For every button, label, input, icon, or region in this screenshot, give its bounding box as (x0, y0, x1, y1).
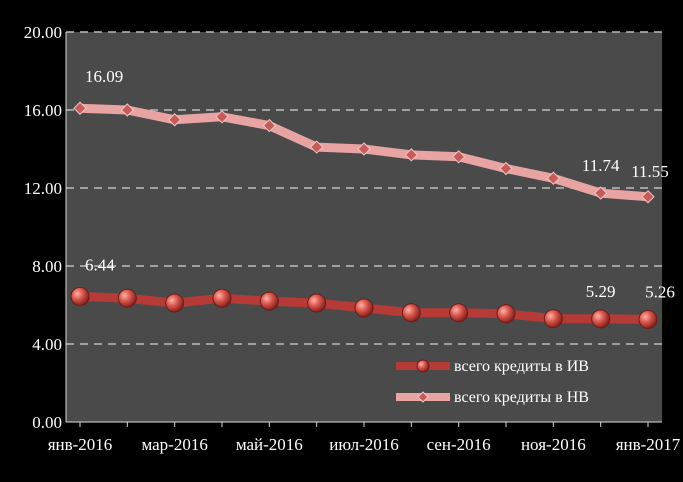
data-point (593, 186, 608, 200)
grid-lines (66, 31, 662, 345)
legend-swatch-marker (417, 391, 429, 403)
x-tick-label: ноя-2016 (521, 435, 586, 454)
y-tick-label: 8.00 (32, 257, 62, 276)
y-tick-label: 12.00 (24, 179, 62, 198)
data-label: 6.44 (85, 255, 115, 274)
y-tick-label: 4.00 (32, 335, 62, 354)
axes: 0.00 4.00 8.00 12.00 16.00 20.00 янв-2016 мар-2… (24, 23, 681, 454)
data-point (70, 286, 90, 306)
x-tick-label: июл-2016 (329, 435, 399, 454)
data-point (262, 118, 277, 133)
data-point (449, 303, 469, 323)
data-label: 11.74 (582, 156, 620, 175)
data-point (259, 291, 279, 311)
data-point (212, 288, 232, 308)
x-tick-label: мар-2016 (141, 435, 207, 454)
series (70, 101, 658, 329)
data-label: 11.55 (631, 162, 669, 181)
data-point (638, 309, 658, 329)
data-point (215, 110, 229, 124)
data-point (354, 298, 374, 318)
data-point (641, 190, 655, 204)
data-point (307, 293, 327, 313)
data-label: 16.09 (85, 67, 123, 86)
legend-label: всего кредиты в ИВ (454, 358, 589, 375)
data-point (404, 148, 419, 162)
y-tick-label: 0.00 (32, 413, 62, 432)
data-point (120, 103, 135, 117)
data-label: 5.29 (586, 282, 616, 301)
data-point (73, 101, 87, 115)
x-tick-label: май-2016 (236, 435, 303, 454)
data-point (165, 293, 185, 313)
legend-swatch-marker (416, 359, 430, 373)
data-point (309, 140, 324, 154)
x-tick-label: янв-2016 (48, 435, 113, 454)
data-label: 5.26 (645, 282, 675, 301)
legend-label: всего кредиты в НВ (454, 389, 589, 406)
data-point (546, 171, 561, 185)
data-point (496, 304, 516, 324)
y-tick-label: 20.00 (24, 23, 62, 42)
plot-area (66, 32, 662, 422)
data-point (591, 309, 611, 329)
x-tick-label: янв-2017 (616, 435, 681, 454)
data-point (401, 303, 421, 323)
x-tick-label: сен-2016 (427, 435, 491, 454)
y-tick-label: 16.00 (24, 101, 62, 120)
data-point (167, 113, 182, 127)
data-point (499, 161, 513, 176)
data-point (117, 288, 137, 308)
data-point (357, 142, 371, 156)
data-point (543, 309, 563, 329)
data-point (451, 150, 466, 164)
data-labels: 6.44 5.29 5.26 16.09 11.74 11.55 (85, 67, 675, 301)
legend: всего кредиты в ИВ всего кредиты в НВ (396, 358, 589, 406)
